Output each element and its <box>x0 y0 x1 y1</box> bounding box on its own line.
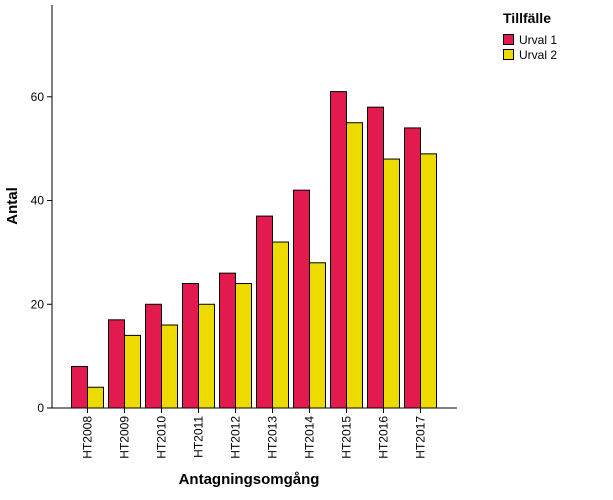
x-tick-label: HT2009 <box>118 416 132 459</box>
bar-urval-1-ht2016 <box>367 106 384 409</box>
bar-urval-2-ht2008 <box>87 386 104 409</box>
bar-urval-1-ht2009 <box>108 319 125 409</box>
bar-urval-2-ht2015 <box>346 122 363 409</box>
legend-label-urval-2: Urval 2 <box>519 47 558 62</box>
bars-group <box>71 91 437 409</box>
bar-urval-1-ht2014 <box>293 189 310 409</box>
x-tick-label: HT2016 <box>377 416 391 459</box>
x-tick-label: HT2008 <box>81 416 95 459</box>
x-tick-label: HT2015 <box>340 416 354 459</box>
bar-urval-1-ht2010 <box>145 303 162 409</box>
legend-title: Tillfälle <box>503 10 551 26</box>
bar-urval-1-ht2012 <box>219 272 236 409</box>
bar-urval-2-ht2014 <box>309 262 326 409</box>
bar-urval-2-ht2009 <box>124 334 141 409</box>
x-axis-label: Antagningsomgång <box>179 471 320 488</box>
bar-urval-1-ht2008 <box>71 366 88 409</box>
x-axis-ticks: HT2008 HT2009 HT2010 HT2011 HT2012 HT2013 HT20… <box>81 408 428 459</box>
bar-urval-2-ht2017 <box>420 153 437 409</box>
bar-urval-1-ht2013 <box>256 215 273 409</box>
y-tick-label: 20 <box>31 297 45 311</box>
bar-urval-2-ht2013 <box>272 241 289 409</box>
y-tick-label: 60 <box>31 90 45 104</box>
x-tick-label: HT2010 <box>155 416 169 459</box>
legend-item-urval-2: Urval 2 <box>503 47 557 62</box>
y-axis-ticks: 0 20 40 60 <box>31 90 52 415</box>
legend-swatch-urval-1 <box>503 34 514 45</box>
legend: Tillfälle Urval 1 Urval 2 <box>503 10 557 62</box>
x-tick-label: HT2014 <box>303 416 317 459</box>
bar-urval-1-ht2017 <box>404 127 421 409</box>
x-tick-label: HT2013 <box>266 416 280 459</box>
legend-swatch-urval-2 <box>503 49 514 60</box>
x-tick-label: HT2017 <box>414 416 428 459</box>
bar-urval-1-ht2015 <box>330 91 347 409</box>
legend-item-urval-1: Urval 1 <box>503 32 557 47</box>
bar-urval-1-ht2011 <box>182 283 199 409</box>
bar-urval-2-ht2010 <box>161 324 178 409</box>
x-tick-label: HT2011 <box>192 416 206 458</box>
y-axis-label: Antal <box>4 187 21 225</box>
y-tick-label: 40 <box>31 194 45 208</box>
legend-label-urval-1: Urval 1 <box>519 32 558 47</box>
x-tick-label: HT2012 <box>229 416 243 459</box>
y-tick-label: 0 <box>37 401 44 415</box>
bar-urval-2-ht2012 <box>235 283 252 409</box>
bar-urval-2-ht2011 <box>198 303 215 409</box>
bar-urval-2-ht2016 <box>383 158 400 409</box>
